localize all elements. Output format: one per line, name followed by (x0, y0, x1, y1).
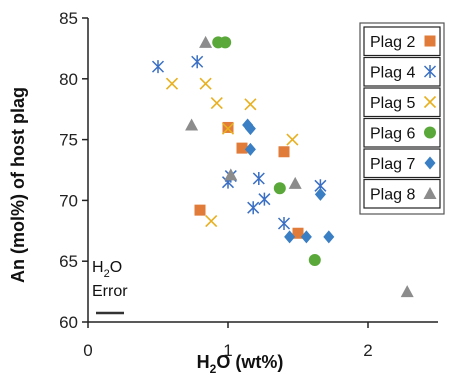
point-plag-2 (236, 142, 248, 154)
error-label-word: Error (92, 283, 128, 300)
point-plag-7 (314, 187, 326, 201)
point-plag-8 (185, 118, 199, 131)
point-plag-6 (273, 182, 286, 195)
legend-marker-plag-4 (423, 65, 437, 78)
point-plag-5 (286, 133, 299, 146)
y-tick-label: 80 (59, 70, 78, 89)
legend-label-plag-5: Plag 5 (370, 95, 415, 112)
legend-marker-plag-5 (423, 95, 437, 109)
y-tick-label: 70 (59, 191, 78, 210)
point-plag-5 (221, 122, 235, 135)
legend-label-plag-6: Plag 6 (370, 126, 415, 143)
point-plag-7 (244, 142, 256, 156)
y-tick-label: 65 (59, 252, 78, 271)
point-plag-4 (277, 217, 291, 231)
point-plag-4 (191, 55, 204, 69)
point-plag-7 (284, 230, 296, 244)
data-points (151, 35, 414, 298)
point-plag-4 (258, 192, 271, 206)
legend-entry-box (363, 87, 441, 118)
point-plag-5 (244, 98, 257, 111)
point-plag-7 (323, 230, 335, 244)
legend-label-plag-8: Plag 8 (370, 187, 415, 204)
legend-label-plag-2: Plag 2 (370, 34, 415, 51)
point-plag-5 (199, 77, 212, 90)
x-tick-label: 1 (223, 341, 232, 360)
legend-marker-plag-2 (424, 35, 436, 47)
point-plag-2 (194, 204, 206, 216)
y-tick-label: 60 (59, 313, 78, 332)
point-plag-5 (205, 215, 218, 228)
point-plag-8 (400, 285, 414, 298)
point-plag-5 (165, 77, 179, 90)
error-annotation: H2O Error (92, 259, 128, 315)
point-plag-4 (151, 60, 165, 74)
point-plag-8 (288, 176, 302, 189)
legend-marker-plag-6 (424, 126, 436, 139)
point-plag-4 (247, 201, 260, 215)
point-plag-8 (224, 168, 238, 181)
tick-labels: 60 65 70 75 80 85 0 1 2 (59, 9, 373, 360)
point-plag-6 (219, 36, 232, 49)
legend: Plag 2 Plag 4 Plag 5 Plag 6 Plag 7 Plag 8 (359, 22, 445, 215)
axis-frame (87, 18, 438, 323)
x-tick-label: 2 (363, 341, 372, 360)
y-tick-label: 85 (59, 9, 78, 28)
y-axis-label: An (mol%) of host plag (8, 87, 28, 283)
x-tick-label: 0 (83, 341, 92, 360)
y-tick-label: 75 (59, 131, 78, 150)
point-plag-2 (222, 121, 234, 133)
x-axis-label: H2O (wt%) (197, 352, 284, 375)
point-plag-8 (199, 35, 213, 48)
legend-label-plag-4: Plag 4 (370, 65, 415, 82)
point-plag-2 (292, 227, 304, 239)
error-label-h2o: H2O (92, 259, 122, 280)
legend-entry-box (363, 56, 441, 87)
legend-label-plag-7: Plag 7 (370, 156, 415, 173)
point-plag-7 (244, 122, 256, 136)
legend-marker-plag-7 (424, 156, 436, 170)
point-plag-6 (308, 253, 321, 266)
point-plag-5 (210, 97, 223, 110)
point-plag-7 (300, 230, 312, 244)
legend-marker-plag-8 (423, 187, 437, 199)
point-plag-4 (252, 172, 265, 186)
point-plag-2 (278, 146, 290, 158)
